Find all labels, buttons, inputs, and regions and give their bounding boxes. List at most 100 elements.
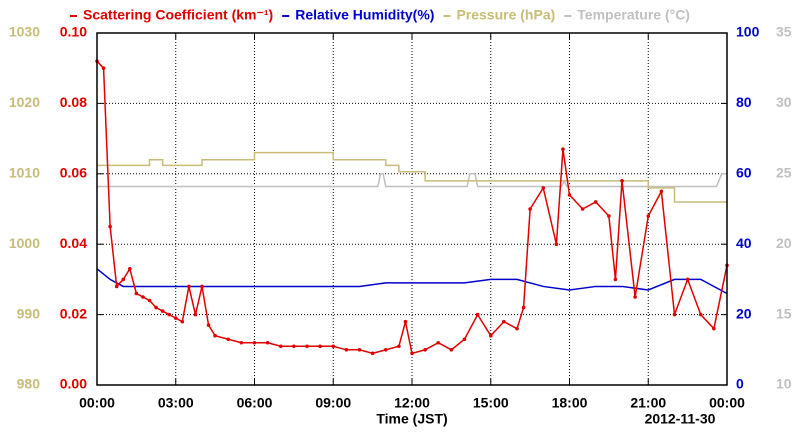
data-point [318,344,322,349]
data-point [206,323,211,327]
data-point [436,340,441,345]
data-point [101,66,106,70]
y-tick-label: 1010 [9,165,40,181]
y-tick-label: 980 [17,376,41,392]
y-tick-label: 25 [776,165,792,181]
y-tick-label: 35 [776,24,792,40]
y-tick-label: 30 [776,94,792,110]
data-point [213,333,217,338]
data-point [180,319,185,324]
data-point [607,214,611,218]
data-point [265,340,270,345]
data-point [646,214,651,218]
data-point [167,312,171,317]
data-point [593,200,598,204]
data-point [698,312,703,317]
data-point [620,179,624,183]
x-tick-label: 06:00 [237,395,273,411]
y-tick-label: 20 [736,305,752,321]
y-tick-label: 0 [736,376,744,392]
data-point [515,326,519,331]
data-point [160,309,165,313]
data-point [239,340,244,345]
data-point [187,284,191,289]
data-point [134,291,139,296]
data-point [383,348,388,352]
data-point [685,277,690,282]
date-label: 2012-11-30 [645,411,716,427]
data-point [488,333,493,338]
x-tick-label: 09:00 [315,395,351,411]
data-point [502,319,506,324]
legend-label: Scattering Coefficient (km⁻¹) [83,7,273,23]
data-point [567,193,572,197]
data-point [613,277,618,282]
y-tick-label: 0.04 [60,235,87,251]
data-point [292,344,296,349]
plot-frame [96,32,728,386]
data-point [521,305,526,310]
x-tick-label: 21:00 [630,395,666,411]
data-point [141,295,145,299]
y-tick-label: 1020 [9,94,40,110]
data-point [154,305,158,310]
data-point [108,224,112,229]
data-point [633,295,637,299]
data-point [128,267,132,271]
y-tick-label: 0.06 [60,165,87,181]
x-tick-label: 00:00 [79,395,115,411]
data-point [541,186,546,190]
data-point [462,337,467,342]
data-point [114,284,119,289]
data-point [344,348,349,352]
y-tick-label: 20 [776,235,792,251]
y-tick-label: 100 [736,24,760,40]
y-tick-label: 15 [776,305,792,321]
data-point [403,319,408,324]
data-point [475,312,480,317]
y-tick-label: 80 [736,94,752,110]
data-point [712,326,716,331]
y-tick-label: 1030 [9,24,40,40]
data-point [659,189,664,194]
data-point [397,344,401,349]
data-point [331,344,336,349]
data-point [121,277,126,282]
x-tick-label: 18:00 [552,395,588,411]
series-line [96,268,728,295]
data-point [226,337,231,342]
y-tick-label: 0.08 [60,94,87,110]
y-tick-label: 990 [17,305,41,321]
y-tick-label: 10 [776,376,792,392]
data-point [278,344,283,349]
data-point [528,207,532,211]
data-point [200,284,204,289]
x-tick-label: 12:00 [394,395,430,411]
data-point [580,207,585,211]
data-point [410,351,414,356]
x-tick-label: 15:00 [473,395,509,411]
data-point [252,340,257,345]
y-tick-label: 0.00 [60,376,87,392]
data-point [173,316,178,320]
x-tick-label: 00:00 [709,395,745,411]
x-tick-label: 03:00 [158,395,194,411]
y-tick-label: 1000 [9,235,40,251]
data-point [561,147,565,151]
data-point [147,298,152,303]
data-point [672,312,677,317]
data-point [423,348,427,352]
y-tick-label: 0.10 [60,24,87,40]
series-line [97,173,727,188]
legend-label: Temperature (°C) [577,7,690,23]
data-point [370,351,375,356]
y-tick-label: 40 [736,235,752,251]
legend-label: Relative Humidity(%) [295,7,434,23]
data-point [554,242,559,246]
data-point [193,312,198,317]
y-tick-label: 0.02 [60,305,87,321]
data-point [449,348,454,352]
data-point [357,348,362,352]
series-line [97,151,727,203]
